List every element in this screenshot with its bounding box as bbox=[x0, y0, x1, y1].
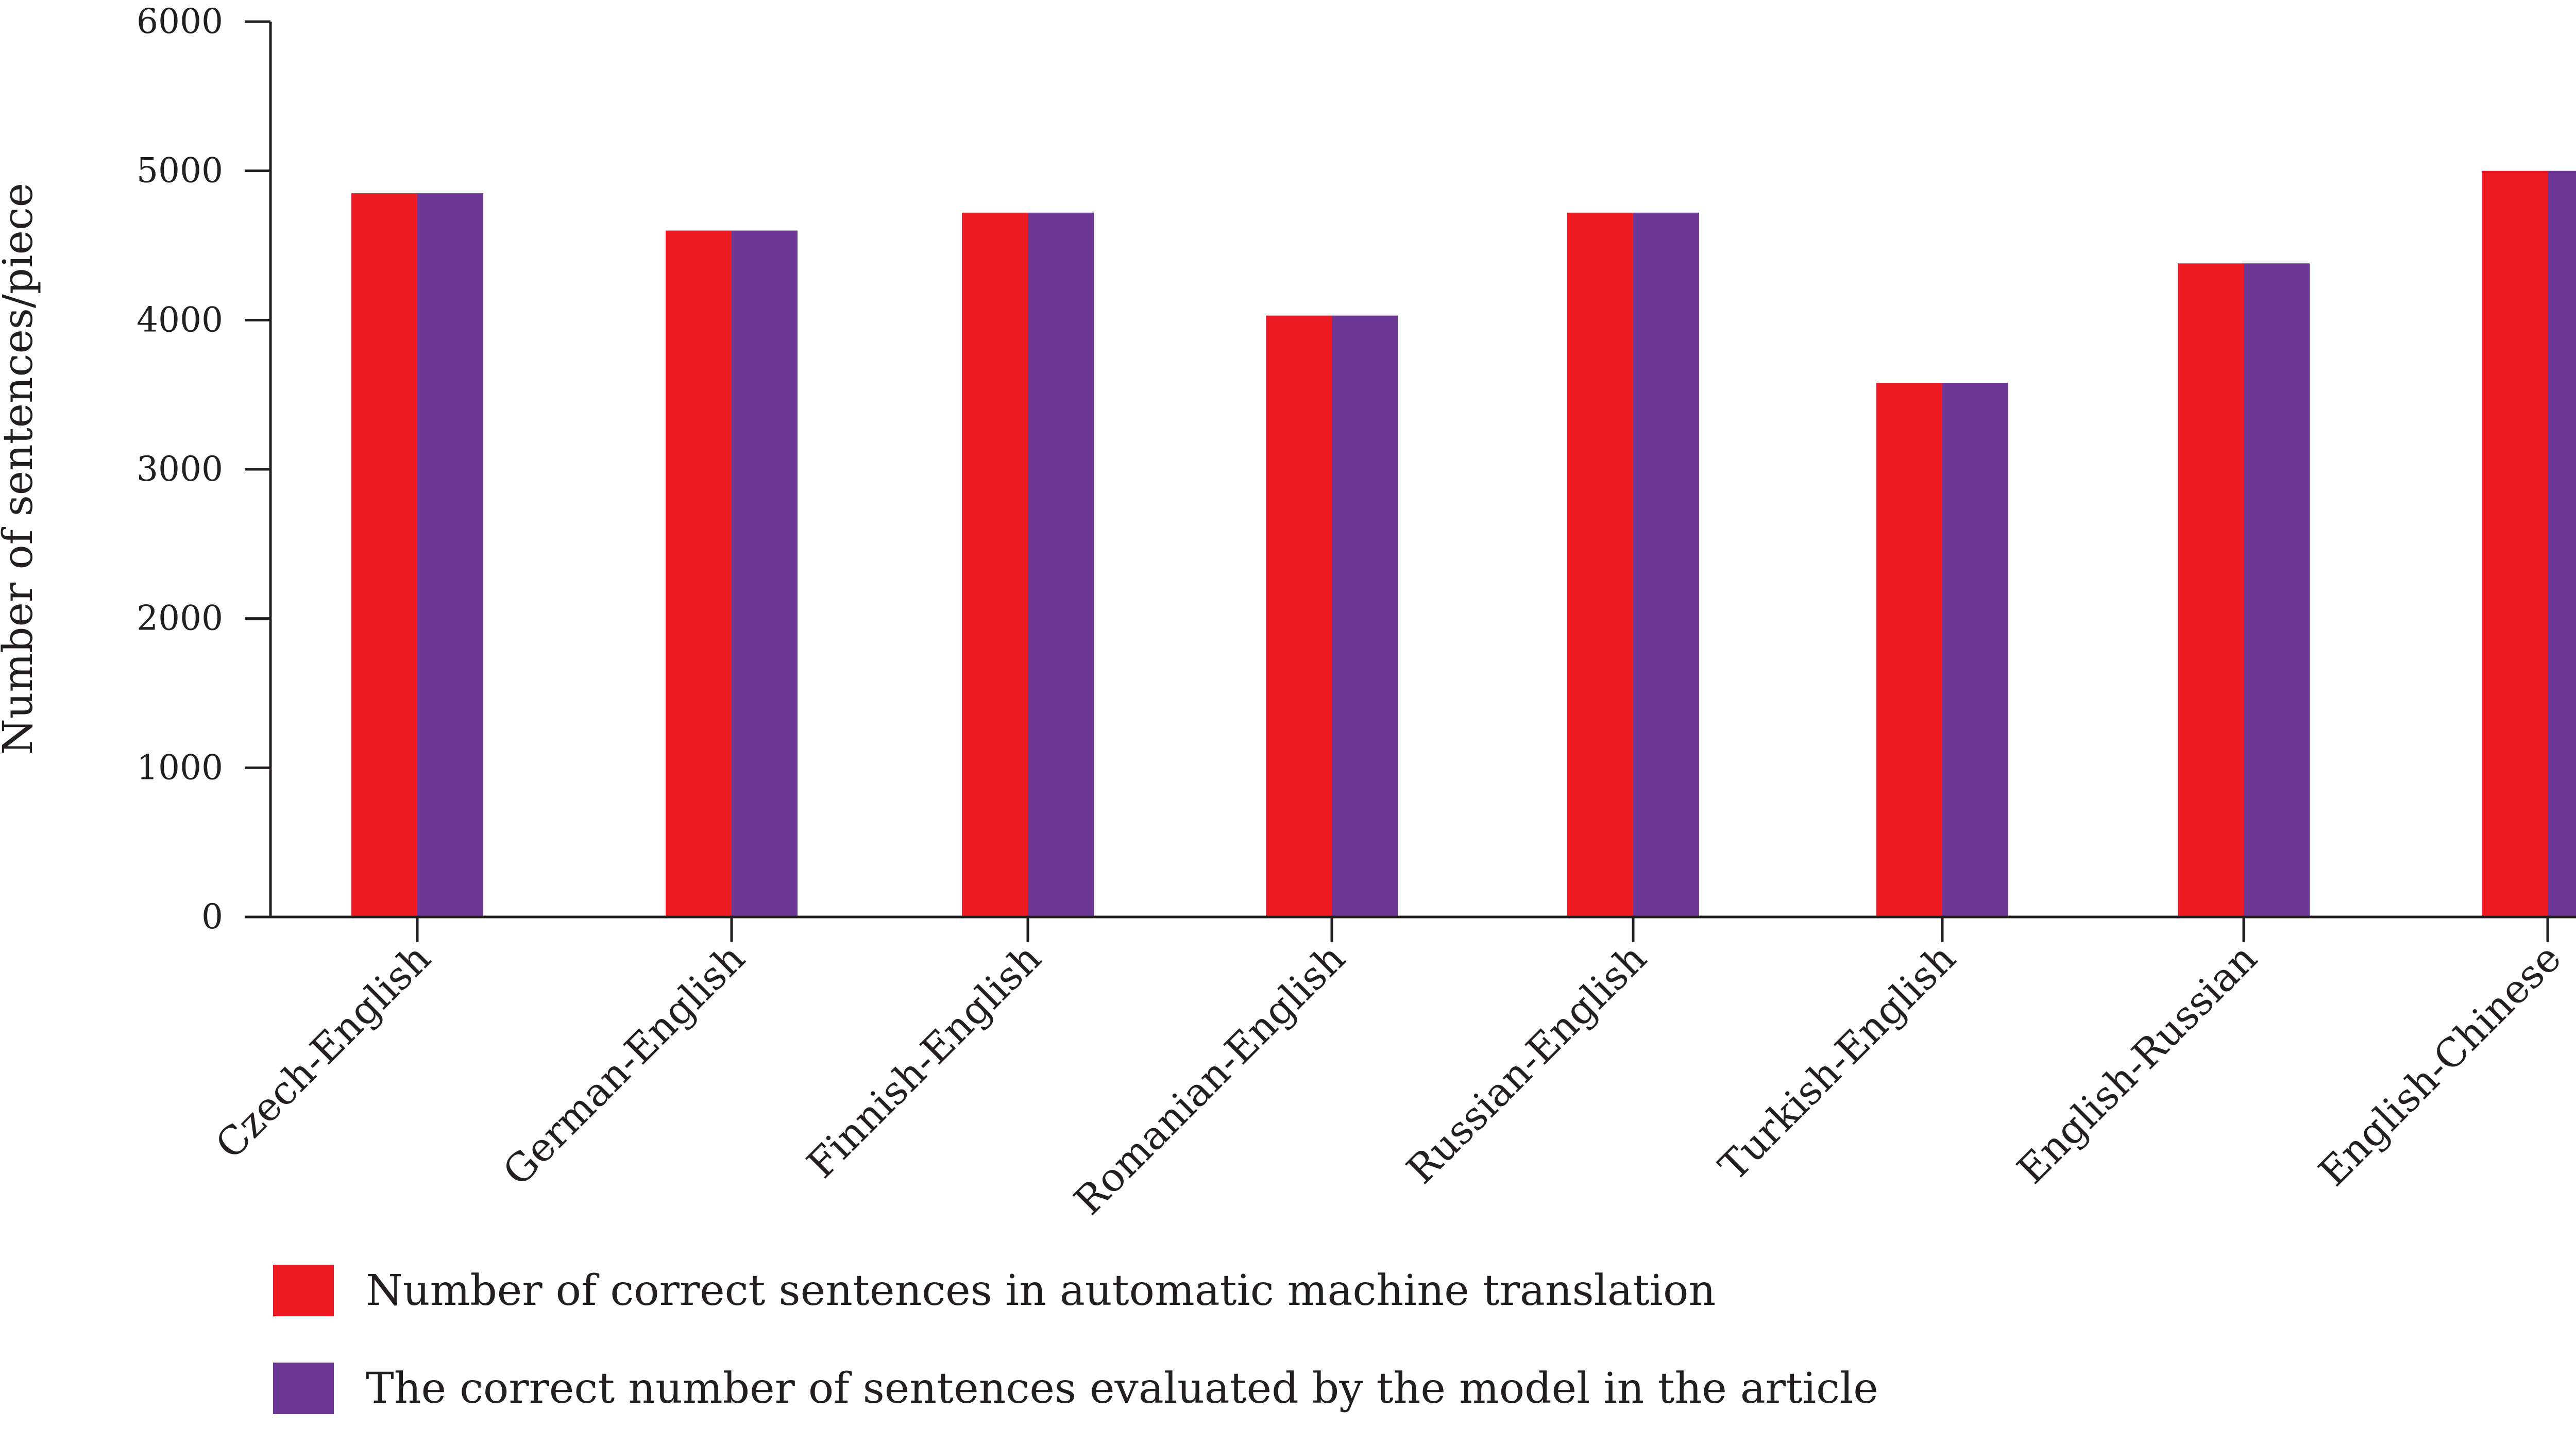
legend-label-1: The correct number of sentences evaluate… bbox=[366, 1364, 1878, 1413]
legend-swatch-1 bbox=[273, 1363, 334, 1414]
x-tick-label-3: Romanian-English bbox=[1065, 935, 1354, 1223]
bars-layer bbox=[351, 171, 2576, 917]
x-tick-label-4: Russian-English bbox=[1398, 935, 1655, 1193]
bar-model-evaluated-3 bbox=[1332, 315, 1398, 917]
x-tick-label-5: Turkish-English bbox=[1710, 935, 1964, 1189]
bar-machine-translation-0 bbox=[351, 193, 417, 917]
y-tick-label-0: 0 bbox=[201, 897, 223, 937]
bar-machine-translation-6 bbox=[2178, 263, 2244, 917]
x-tick-label-2: Finnish-English bbox=[798, 935, 1050, 1187]
bar-model-evaluated-5 bbox=[1942, 382, 2008, 917]
x-tick-label-1: German-English bbox=[494, 935, 754, 1195]
x-tick-label-7: English-Chinese bbox=[2310, 935, 2570, 1195]
bar-model-evaluated-7 bbox=[2548, 171, 2576, 917]
bar-model-evaluated-6 bbox=[2244, 263, 2310, 917]
bar-model-evaluated-0 bbox=[417, 193, 483, 917]
y-tick-label-3: 3000 bbox=[137, 449, 223, 489]
y-tick-label-4: 4000 bbox=[137, 300, 223, 339]
bar-model-evaluated-1 bbox=[732, 230, 798, 917]
legend: Number of correct sentences in automatic… bbox=[273, 1265, 1878, 1414]
bar-machine-translation-1 bbox=[666, 230, 732, 917]
bar-machine-translation-4 bbox=[1567, 212, 1633, 917]
y-axis-title: Number of sentences/piece bbox=[0, 183, 42, 755]
bar-machine-translation-2 bbox=[962, 212, 1028, 917]
x-tick-label-6: English-Russian bbox=[2008, 935, 2266, 1193]
legend-label-0: Number of correct sentences in automatic… bbox=[366, 1266, 1716, 1315]
bar-machine-translation-7 bbox=[2482, 171, 2548, 917]
bar-machine-translation-5 bbox=[1876, 382, 1942, 917]
x-tick-label-0: Czech-English bbox=[207, 935, 439, 1168]
y-tick-label-6: 6000 bbox=[137, 2, 223, 41]
bar-model-evaluated-2 bbox=[1028, 212, 1094, 917]
bar-machine-translation-3 bbox=[1266, 315, 1332, 917]
y-tick-label-2: 2000 bbox=[137, 599, 223, 638]
y-tick-label-1: 1000 bbox=[137, 747, 223, 787]
bar-model-evaluated-4 bbox=[1633, 212, 1699, 917]
y-tick-label-5: 5000 bbox=[137, 151, 223, 191]
legend-swatch-0 bbox=[273, 1265, 334, 1316]
